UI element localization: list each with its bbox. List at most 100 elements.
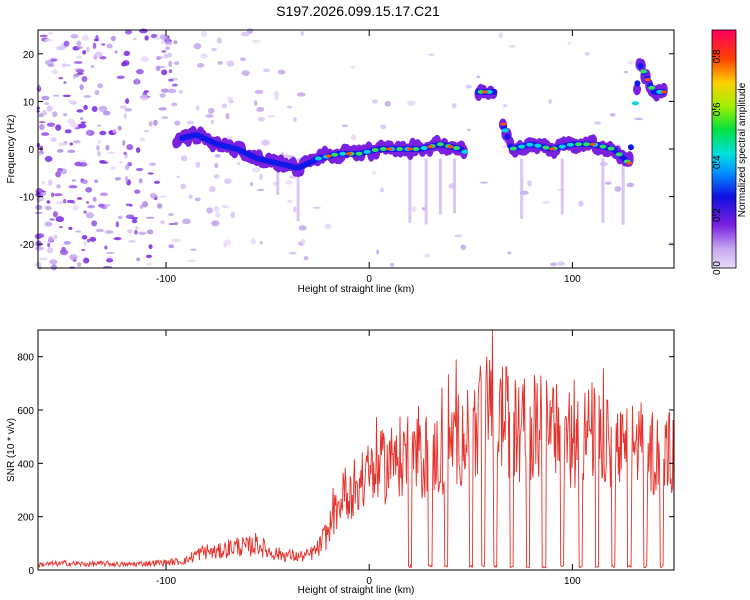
spectrogram-band-peak xyxy=(314,156,322,161)
spectrogram-speckle xyxy=(119,105,127,109)
spectrogram-speckle xyxy=(85,201,90,204)
spectrogram-speckle xyxy=(46,247,54,254)
spectrogram-speckle xyxy=(104,230,114,234)
colorbar-tick-label: 0.2 xyxy=(712,208,723,222)
spectrogram-band-halo xyxy=(633,83,642,96)
spectrogram-speckle xyxy=(594,121,602,125)
spectrogram-speckle xyxy=(153,180,161,184)
spectrogram-speckle xyxy=(160,88,170,93)
spectrogram-speckle xyxy=(85,187,93,193)
spectrogram-speckle xyxy=(98,203,105,208)
spectrogram-speckle xyxy=(76,46,83,49)
spectrogram-speckle xyxy=(74,127,81,130)
spectrogram-speckle xyxy=(157,203,163,209)
spectrogram-speckle xyxy=(125,214,135,219)
spectrogram-speckle xyxy=(155,65,161,71)
spectrogram-speckle xyxy=(50,137,57,143)
spectrogram-speckle xyxy=(376,249,380,255)
spectrogram-speckle xyxy=(250,238,256,245)
spectrogram-speckle xyxy=(261,139,270,146)
spectrogram-x-tick-label: 100 xyxy=(564,274,581,285)
spectrogram-speckle xyxy=(300,30,305,36)
spectrogram-speckle xyxy=(208,186,216,193)
snr-y-tick-label: 200 xyxy=(17,513,34,524)
spectrogram-speckle xyxy=(55,124,62,131)
spectrogram-speckle xyxy=(180,183,186,190)
snr-y-label: SNR (10 * v/v) xyxy=(6,418,17,482)
spectrogram-speckle xyxy=(76,109,84,113)
spectrogram-x-tick-label: 0 xyxy=(366,274,372,285)
spectrogram-speckle xyxy=(187,259,196,263)
spectrogram-speckle xyxy=(135,167,144,172)
spectrogram-speckle xyxy=(94,51,103,58)
spectrogram-speckle xyxy=(36,261,41,267)
spectrogram-speckle xyxy=(138,231,147,236)
spectrogram-y-tick-label: -20 xyxy=(20,240,35,251)
spectrogram-speckle xyxy=(91,105,98,113)
spectrogram-streak xyxy=(520,158,524,219)
spectrogram-speckle xyxy=(63,241,71,245)
spectrogram-speckle xyxy=(53,193,63,197)
spectrogram-speckle xyxy=(215,212,221,218)
spectrogram-band-peak xyxy=(461,149,469,154)
spectrogram-speckle xyxy=(92,196,97,202)
spectrogram-speckle xyxy=(41,95,50,101)
spectrogram-speckle xyxy=(167,88,177,94)
spectrogram-speckle xyxy=(40,191,47,196)
spectrogram-speckle xyxy=(173,40,178,45)
spectrogram-speckle xyxy=(97,139,102,145)
spectrogram-speckle xyxy=(224,178,232,184)
spectrogram-speckle xyxy=(72,205,79,211)
spectrogram-band-peak xyxy=(526,142,534,147)
spectrogram-speckle xyxy=(154,37,161,40)
spectrogram-speckle xyxy=(251,40,261,43)
spectrogram-speckle xyxy=(207,107,215,115)
spectrogram-band-peak xyxy=(436,142,444,147)
spectrogram-speckle xyxy=(171,83,178,87)
spectrogram-y-label: Frequency (Hz) xyxy=(6,115,17,184)
spectrogram-band-hotspot xyxy=(500,122,507,126)
spectrogram-speckle xyxy=(263,68,271,73)
spectrogram-band-hotspot xyxy=(626,161,633,165)
spectrogram-speckle xyxy=(259,241,263,245)
spectrogram-speckle xyxy=(168,69,173,74)
spectrogram-speckle xyxy=(94,38,99,42)
spectrogram-speckle xyxy=(163,53,169,59)
spectrogram-speckle xyxy=(39,123,45,131)
spectrogram-speckle xyxy=(59,225,63,229)
spectrogram-streak xyxy=(621,158,625,225)
spectrogram-speckle xyxy=(39,145,43,151)
spectrogram-speckle xyxy=(312,206,322,209)
spectrogram-speckle xyxy=(68,185,78,189)
snr-y-tick-label: 800 xyxy=(17,353,34,364)
spectrogram-speckle xyxy=(301,238,306,245)
spectrogram-speckle xyxy=(249,182,254,187)
spectrogram-speckle xyxy=(118,161,123,164)
spectrogram-speckle xyxy=(76,262,82,268)
spectrogram-speckle xyxy=(78,159,87,163)
spectrogram-speckle xyxy=(149,162,157,166)
spectrogram-speckle xyxy=(153,119,158,126)
spectrogram-speckle xyxy=(221,103,228,109)
spectrogram-band-hotspot xyxy=(549,147,556,151)
snr-x-label: Height of straight line (km) xyxy=(298,585,415,596)
spectrogram-speckle xyxy=(52,111,58,118)
spectrogram-speckle xyxy=(454,234,463,238)
spectrogram-speckle xyxy=(67,149,76,153)
spectrogram-speckle xyxy=(171,102,178,107)
spectrogram-speckle xyxy=(210,119,214,125)
spectrogram-speckle xyxy=(82,50,87,55)
spectrogram-speckle xyxy=(188,194,193,199)
spectrogram-speckle xyxy=(91,220,98,227)
spectrogram-speckle xyxy=(626,182,635,188)
spectrogram-band-peak xyxy=(648,85,656,90)
spectrogram-speckle xyxy=(124,164,130,171)
spectrogram-speckle xyxy=(112,129,117,134)
spectrogram-speckle xyxy=(298,225,307,231)
spectrogram-speckle xyxy=(138,178,143,184)
spectrogram-band-peak xyxy=(331,152,339,157)
spectrogram-speckle xyxy=(634,117,644,121)
spectrogram-speckle xyxy=(213,174,220,179)
spectrogram-speckle xyxy=(273,90,280,97)
